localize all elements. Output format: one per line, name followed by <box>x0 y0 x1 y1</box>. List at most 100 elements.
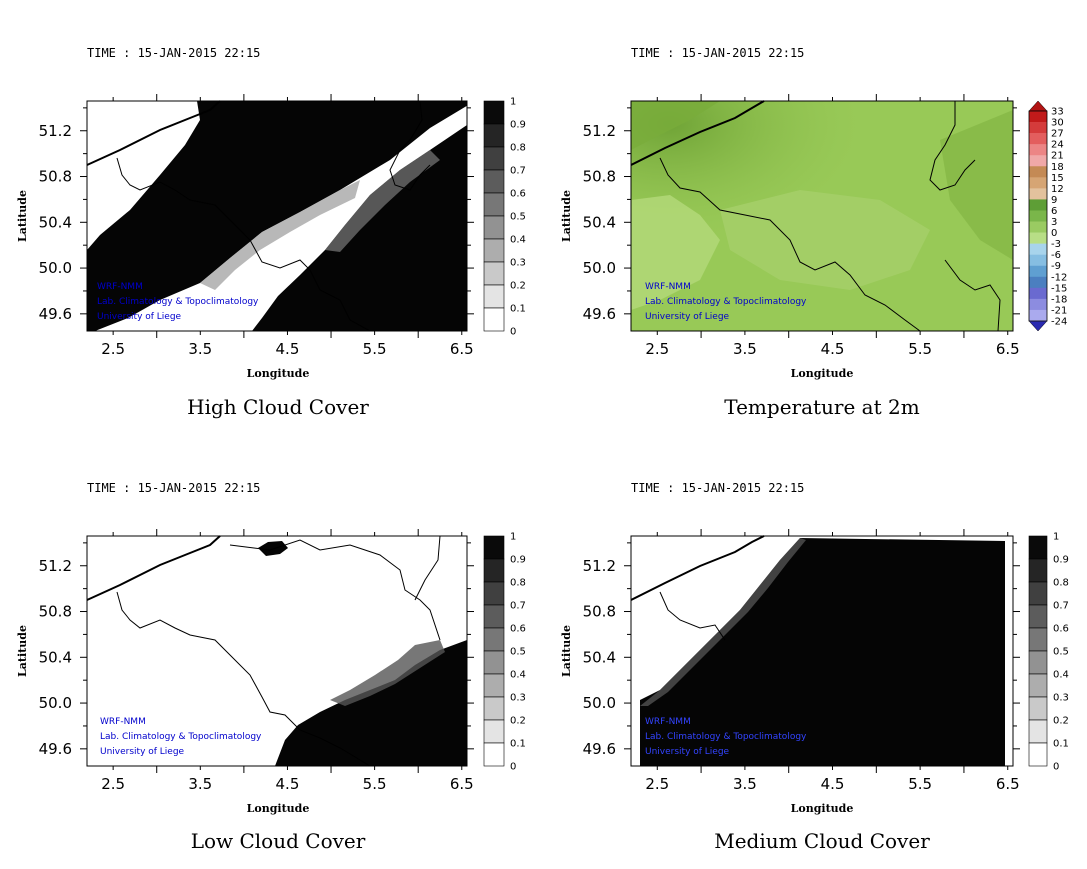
credit-university: University of Liege <box>97 312 182 322</box>
credit-lab: Lab. Climatology & Topoclimatology <box>645 297 807 307</box>
colorbar-tick-label: -9 <box>1051 261 1061 272</box>
y-tick-label: 49.6 <box>39 740 72 758</box>
colorbar-bin <box>483 558 505 583</box>
colorbar-bin <box>1028 535 1048 560</box>
colorbar-bin <box>1029 199 1047 211</box>
axis-ticks <box>624 529 1020 773</box>
colorbar-bin <box>483 261 505 286</box>
colorbar-tick-label: 0 <box>510 762 516 773</box>
plot-frame <box>630 100 1014 332</box>
border-east <box>414 535 441 601</box>
colorbar-tick-label: 1 <box>510 97 516 108</box>
colorbar-bin <box>483 215 505 240</box>
colorbar-tick-label: 0.4 <box>510 670 526 681</box>
cloud-band-nw-edge <box>200 180 360 290</box>
x-tick-label: 6.5 <box>996 775 1020 793</box>
y-tick-label: 50.4 <box>39 648 72 666</box>
colorbar-bin <box>1029 133 1047 145</box>
colorbar-tick-label: 0.9 <box>510 555 526 566</box>
colorbar-bin <box>483 696 505 721</box>
y-tick-label: 50.4 <box>39 213 72 231</box>
colorbar-tick-label: 0.3 <box>510 258 526 269</box>
credit-model: WRF-NMM <box>100 717 146 727</box>
colorbar-bin <box>1029 111 1047 123</box>
time-label: TIME : 15-JAN-2015 22:15 <box>631 46 804 60</box>
colorbar-tick-label: 0.5 <box>510 647 526 658</box>
y-axis-label: Latitude <box>560 190 573 242</box>
panel-title: Temperature at 2m <box>724 395 919 419</box>
colorbar-bin <box>1029 122 1047 134</box>
credit-lab: Lab. Climatology & Topoclimatology <box>97 297 259 307</box>
x-tick-label: 4.5 <box>821 775 845 793</box>
colorbar-tick-label: 24 <box>1051 140 1064 151</box>
colorbar-tick-label: 30 <box>1051 118 1064 129</box>
axis-ticks <box>80 529 474 773</box>
y-tick-label: 51.2 <box>583 557 616 575</box>
time-label: TIME : 15-JAN-2015 22:15 <box>87 46 260 60</box>
colorbar-tick-label: 0.8 <box>510 143 526 154</box>
colorbar-tick-label: 0.8 <box>510 578 526 589</box>
y-tick-label: 50.8 <box>39 168 72 186</box>
colorbar-bin <box>483 307 505 332</box>
y-tick-label: 50.8 <box>583 168 616 186</box>
x-tick-label: 2.5 <box>645 775 669 793</box>
colorbar-tick-label: 0.8 <box>1053 578 1069 589</box>
colorbar-tick-label: 0.6 <box>510 624 526 635</box>
colorbar-bin <box>1028 696 1048 721</box>
y-tick-label: 50.0 <box>583 694 616 712</box>
colorbar-bin <box>1028 742 1048 767</box>
colorbar-tick-label: 0.5 <box>510 212 526 223</box>
colorbar-bin <box>1029 177 1047 189</box>
border-east <box>389 100 431 191</box>
colorbar-tick-label: 0.3 <box>510 693 526 704</box>
temp-zone-mid <box>720 190 930 290</box>
axis-ticks <box>80 94 474 338</box>
colorbar-bin <box>483 650 505 675</box>
colorbar-tick-label: -6 <box>1051 250 1061 261</box>
colorbar-tick-label: 1 <box>1053 532 1059 543</box>
x-tick-label: 5.5 <box>908 340 932 358</box>
colorbar-tick-label: 0.1 <box>510 304 526 315</box>
colorbar-tick-label: 0.7 <box>510 166 526 177</box>
panel-temperature-2m: TIME : 15-JAN-2015 22:15 WRF-NMM Lab. Cl… <box>560 46 1067 419</box>
x-tick-label: 4.5 <box>276 340 300 358</box>
coastline <box>630 100 765 166</box>
colorbar-bin <box>1028 604 1048 629</box>
colorbar-bin <box>1029 309 1047 322</box>
colorbar-tick-label: 27 <box>1051 129 1064 140</box>
temp-zone-nw <box>631 101 720 150</box>
credit-lab: Lab. Climatology & Topoclimatology <box>645 732 807 742</box>
colorbar-bin <box>1028 650 1048 675</box>
x-tick-label: 5.5 <box>363 340 387 358</box>
colorbar-tick-label: -18 <box>1051 294 1067 305</box>
coastline <box>86 100 221 166</box>
temp-zone-dark <box>940 110 1013 260</box>
panel-title: High Cloud Cover <box>187 395 369 419</box>
colorbar-tick-label: 1 <box>510 532 516 543</box>
colorbar-tick-label: 0.3 <box>1053 693 1069 704</box>
x-tick-labels: 2.5 3.5 4.5 5.5 6.5 <box>101 340 473 358</box>
x-tick-label: 5.5 <box>363 775 387 793</box>
colorbar-bin <box>483 284 505 309</box>
colorbar-bin <box>1029 210 1047 222</box>
credit-university: University of Liege <box>645 312 730 322</box>
y-tick-labels: 51.2 50.8 50.4 50.0 49.6 <box>583 122 616 323</box>
colorbar-tick-label: 33 <box>1051 107 1064 118</box>
colorbar-tick-label: 0 <box>1051 228 1057 239</box>
cloud-mass-edge <box>640 538 806 706</box>
panel-high-cloud-cover: TIME : 15-JAN-2015 22:15 WRF-NMM Lab. Cl… <box>16 46 526 419</box>
x-axis-label: Longitude <box>247 367 310 380</box>
colorbar-tick-label: 9 <box>1051 195 1057 206</box>
colorbar-bin <box>1029 298 1047 311</box>
colorbar-bin <box>483 100 505 125</box>
colorbar-tick-label: 21 <box>1051 151 1064 162</box>
y-tick-labels: 51.2 50.8 50.4 50.0 49.6 <box>39 557 72 758</box>
border-east <box>929 101 976 191</box>
colorbar-frame <box>1028 110 1048 322</box>
x-tick-label: 2.5 <box>645 340 669 358</box>
y-tick-label: 50.4 <box>583 213 616 231</box>
x-tick-label: 6.5 <box>450 340 474 358</box>
y-tick-label: 50.4 <box>583 648 616 666</box>
colorbar-tick-label: 0.7 <box>1053 601 1069 612</box>
